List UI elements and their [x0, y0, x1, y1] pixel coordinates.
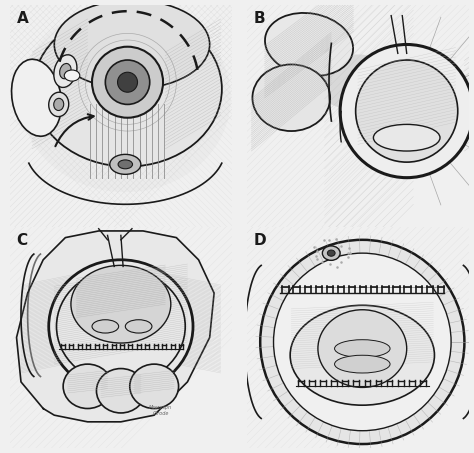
Ellipse shape [63, 364, 112, 409]
Text: A: A [17, 11, 28, 26]
Ellipse shape [60, 63, 71, 79]
Ellipse shape [335, 355, 390, 373]
Ellipse shape [11, 59, 62, 136]
Ellipse shape [265, 13, 353, 76]
Ellipse shape [125, 320, 152, 333]
Ellipse shape [335, 340, 390, 357]
Ellipse shape [33, 11, 222, 167]
Polygon shape [17, 231, 214, 422]
Ellipse shape [71, 265, 171, 343]
Text: Mccryspn
Olrode: Mccryspn Olrode [149, 405, 173, 416]
Ellipse shape [313, 54, 402, 110]
Ellipse shape [328, 250, 335, 256]
Ellipse shape [64, 70, 80, 81]
Ellipse shape [130, 364, 179, 409]
Circle shape [356, 60, 458, 162]
Ellipse shape [20, 4, 231, 192]
Ellipse shape [55, 0, 210, 89]
Ellipse shape [374, 125, 440, 151]
Ellipse shape [54, 98, 64, 111]
Ellipse shape [110, 154, 141, 174]
Ellipse shape [322, 246, 340, 260]
Circle shape [340, 44, 474, 178]
Ellipse shape [290, 305, 435, 405]
Circle shape [273, 253, 451, 431]
Circle shape [260, 240, 465, 444]
Ellipse shape [49, 92, 69, 116]
Circle shape [118, 72, 137, 92]
Ellipse shape [253, 64, 330, 131]
Text: B: B [254, 11, 265, 26]
Text: D: D [254, 233, 266, 248]
Circle shape [105, 60, 150, 105]
Ellipse shape [96, 369, 146, 413]
Ellipse shape [118, 160, 133, 169]
Ellipse shape [49, 260, 193, 393]
Text: C: C [17, 233, 27, 248]
Ellipse shape [318, 310, 407, 387]
Ellipse shape [92, 320, 118, 333]
Ellipse shape [54, 55, 77, 87]
Circle shape [92, 47, 163, 118]
